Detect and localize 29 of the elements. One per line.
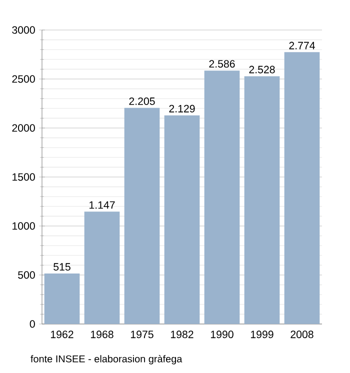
data-label: 515: [54, 263, 70, 271]
source-note: fonte INSEE - elaborasion gràfega: [30, 354, 182, 364]
bar: [84, 212, 120, 324]
x-tick-label: 1990: [210, 330, 234, 338]
bar: [284, 52, 320, 324]
y-tick-label: 1500: [12, 173, 35, 181]
bar: [204, 70, 240, 324]
data-label: 2.528: [249, 66, 275, 74]
y-tick-label: 1000: [12, 222, 35, 230]
y-tick-label: 500: [18, 271, 35, 279]
data-label: 2.774: [289, 42, 315, 50]
bar: [244, 76, 280, 324]
bar: [44, 274, 80, 324]
y-tick-label: 0: [30, 320, 35, 328]
data-label: 2.586: [209, 60, 235, 68]
x-tick-label: 1962: [50, 330, 74, 338]
data-label: 1.147: [90, 201, 115, 209]
bar: [164, 115, 200, 324]
x-tick-label: 1999: [250, 330, 274, 338]
data-label: 2.205: [129, 97, 155, 105]
x-tick-label: 1975: [130, 330, 154, 338]
y-tick-label: 2000: [12, 124, 35, 132]
bar: [124, 108, 160, 324]
x-tick-label: 2008: [290, 330, 314, 338]
x-tick-label: 1968: [90, 330, 114, 338]
data-label: 2.129: [169, 104, 195, 112]
y-tick-label: 3000: [12, 26, 35, 34]
x-tick-label: 1982: [170, 330, 194, 338]
y-tick-label: 2500: [12, 75, 35, 83]
